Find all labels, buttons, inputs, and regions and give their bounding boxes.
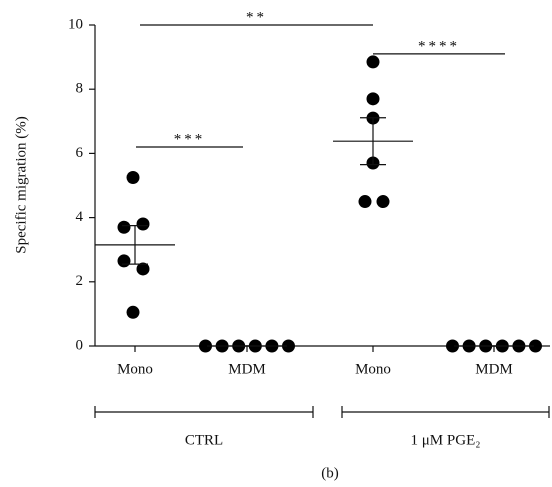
data-point — [282, 339, 295, 353]
x-tick-label: Mono — [355, 361, 391, 377]
data-point — [136, 262, 150, 276]
y-tick-label: 6 — [76, 145, 84, 161]
data-point — [358, 195, 372, 209]
data-point — [366, 92, 380, 106]
significance-label: *** — [174, 131, 206, 147]
data-point — [376, 195, 390, 209]
y-tick-label: 10 — [68, 16, 83, 32]
data-point — [126, 305, 140, 319]
y-tick-label: 0 — [76, 337, 84, 353]
y-tick-label: 4 — [76, 209, 84, 225]
y-tick-label: 2 — [76, 273, 84, 289]
significance-label: ** — [246, 9, 267, 25]
data-point — [126, 170, 140, 184]
data-point — [117, 220, 131, 234]
data-point — [529, 339, 542, 353]
x-tick-label: Mono — [117, 361, 153, 377]
y-tick-label: 8 — [76, 81, 84, 97]
data-point — [199, 339, 212, 353]
data-point — [366, 55, 380, 69]
caption: (b) — [321, 465, 339, 481]
data-point — [136, 217, 150, 231]
y-axis-label: Specific migration (%) — [13, 116, 29, 253]
x-tick-label: MDM — [228, 361, 266, 377]
significance-label: **** — [418, 38, 460, 54]
group-label: 1 μM PGE₂ — [411, 432, 481, 448]
x-tick-label: MDM — [475, 361, 513, 377]
data-point — [117, 254, 131, 268]
data-point — [446, 339, 459, 353]
group-label: CTRL — [185, 432, 223, 448]
